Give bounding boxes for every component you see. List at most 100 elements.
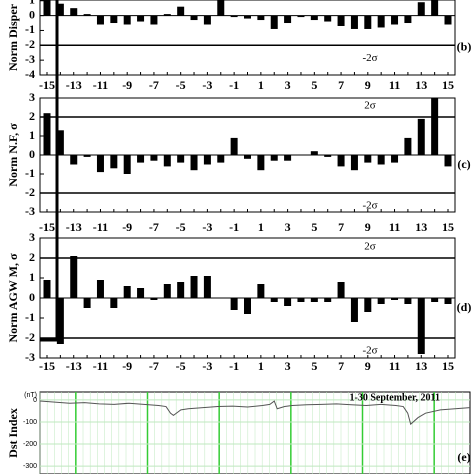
bar [177, 6, 185, 16]
bar [270, 15, 278, 29]
bar [43, 113, 51, 155]
x-tick-label: -15 [39, 359, 55, 373]
bar [123, 15, 131, 25]
bar [150, 298, 158, 300]
panel-label: (e) [457, 450, 470, 464]
bar [43, 0, 51, 16]
sigma-label: 2σ [364, 100, 376, 112]
y-tick-label: 2 [29, 250, 35, 264]
bar [324, 298, 332, 302]
unit-label: (nT) [24, 392, 37, 399]
y-tick-label: 0 [33, 397, 37, 404]
y-tick-label: 0 [29, 147, 35, 161]
x-tick-label: 11 [389, 359, 400, 373]
y-tick-label: 0 [29, 290, 35, 304]
bar [56, 3, 64, 16]
bar [391, 298, 399, 300]
y-tick-label: -1 [25, 166, 35, 180]
x-tick-label: 11 [389, 220, 400, 234]
bar [297, 15, 305, 18]
dst-line [39, 400, 471, 426]
bar [364, 15, 372, 29]
x-tick-label: -9 [122, 220, 132, 234]
y-tick-label: 1 [29, 270, 35, 284]
y-tick-label: -2 [25, 185, 35, 199]
bar [150, 155, 158, 161]
bar [43, 280, 51, 298]
bar [310, 15, 318, 21]
x-tick-label: 15 [442, 220, 454, 234]
bar [324, 15, 332, 22]
x-tick-label: -9 [122, 359, 132, 373]
bar [337, 155, 345, 167]
x-tick-label: 3 [285, 78, 291, 92]
bar [163, 284, 171, 298]
x-tick-label: 1 [258, 78, 264, 92]
bar [377, 298, 385, 304]
x-tick-label: -5 [176, 78, 186, 92]
x-tick-label: 7 [338, 220, 344, 234]
x-tick-label: -5 [176, 220, 186, 234]
bar [203, 276, 211, 298]
x-tick-label: 13 [415, 359, 427, 373]
dst-panel: 0 -100 -200 -300 (nT) [23, 391, 471, 474]
x-tick-label: 15 [442, 78, 454, 92]
sigma-label: -2σ [362, 200, 377, 212]
x-tick-label: -13 [66, 359, 82, 373]
bar [83, 155, 91, 157]
bar [230, 15, 238, 18]
bar [137, 155, 145, 163]
bar [377, 15, 385, 28]
bar [83, 298, 91, 308]
y-axis-label: Norm AGW M, σ [6, 253, 20, 342]
x-tick-label: 7 [338, 78, 344, 92]
x-tick-label: -3 [202, 78, 212, 92]
bar [70, 155, 78, 165]
bar [230, 298, 238, 310]
bar [377, 155, 385, 165]
bar [404, 15, 412, 24]
bar [123, 155, 131, 174]
chart-title: 1-30 September, 2011 [350, 392, 440, 403]
bar [190, 15, 198, 21]
bar [70, 256, 78, 298]
y-tick-label: 2 [29, 109, 35, 123]
bar [244, 15, 251, 19]
sigma-label: -2σ [362, 345, 377, 357]
x-tick-label: -7 [149, 359, 159, 373]
x-tick-label: 5 [311, 220, 317, 234]
bar [350, 155, 358, 171]
y-tick-label: 1 [29, 128, 35, 142]
bar [444, 15, 452, 25]
y-tick-label: 1 [29, 0, 35, 6]
bar [284, 15, 292, 24]
bar [177, 282, 185, 298]
x-tick-label: 9 [365, 220, 371, 234]
bar [417, 2, 425, 16]
x-tick-label: 15 [442, 359, 454, 373]
bar [431, 298, 439, 302]
bar [110, 155, 118, 169]
x-tick-label: -1 [229, 220, 239, 234]
bar [337, 15, 345, 26]
bar [444, 155, 452, 167]
panel-label: (c) [457, 157, 470, 171]
bar [244, 298, 251, 314]
y-axis-label: Norm N.F, σ [6, 123, 20, 187]
x-tick-label: 1 [258, 220, 264, 234]
x-tick-label: 9 [365, 78, 371, 92]
x-tick-label: -13 [66, 220, 82, 234]
bar [310, 298, 318, 302]
x-tick-label: 13 [415, 78, 427, 92]
bar [284, 155, 292, 161]
bar [217, 0, 225, 16]
bar [244, 155, 251, 159]
bar [217, 155, 225, 163]
y-tick-label: -200 [23, 441, 37, 448]
y-tick-label: -3 [25, 204, 35, 218]
bar [230, 137, 238, 155]
bar [96, 280, 104, 298]
x-tick-label: -3 [202, 359, 212, 373]
bar [350, 298, 358, 322]
x-tick-label: 5 [311, 359, 317, 373]
